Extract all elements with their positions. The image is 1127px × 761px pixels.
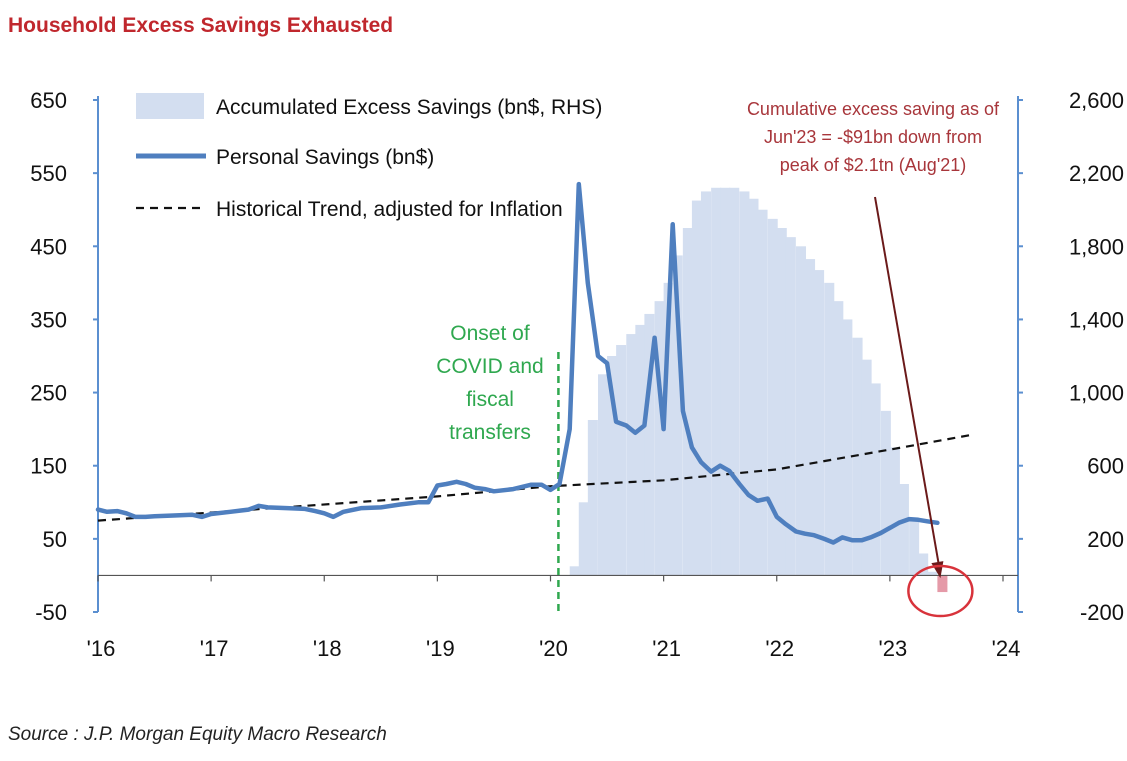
y-right-tick-label: -200: [1080, 600, 1124, 625]
y-left-tick-label: 650: [30, 88, 67, 113]
y-right-tick-label: 1,400: [1069, 307, 1124, 332]
excess-savings-bar: [748, 198, 759, 576]
excess-savings-bar: [663, 282, 674, 576]
excess-savings-bar: [805, 259, 816, 576]
x-tick-label: '23: [879, 636, 908, 661]
excess-savings-bar: [842, 319, 853, 576]
excess-savings-bar: [814, 270, 825, 576]
excess-savings-bar: [918, 553, 929, 576]
excess-savings-bar: [898, 484, 909, 576]
excess-savings-bar: [927, 571, 938, 576]
excess-savings-bar: [607, 356, 618, 576]
excess-saving-annotation-line: Cumulative excess saving as of: [747, 99, 1000, 119]
legend-label-excess-savings: Accumulated Excess Savings (bn$, RHS): [216, 96, 602, 119]
y-left-tick-label: 450: [30, 234, 67, 259]
x-tick-label: '19: [426, 636, 455, 661]
x-tick-label: '22: [765, 636, 794, 661]
excess-savings-bar: [729, 187, 740, 576]
historical-trend-line: [97, 433, 975, 522]
annotation-arrow-line: [874, 196, 941, 569]
excess-savings-bar: [757, 209, 768, 576]
y-right-tick-label: 1,000: [1069, 381, 1124, 406]
y-right-tick-label: 200: [1087, 527, 1124, 552]
excess-saving-annotation-line: Jun'23 = -$91bn down from: [764, 127, 982, 147]
y-right-tick-label: 2,600: [1069, 88, 1124, 113]
x-tick-label: '20: [539, 636, 568, 661]
covid-annotation-line: COVID and: [436, 355, 543, 378]
excess-savings-bar: [861, 359, 872, 576]
legend-label-trend: Historical Trend, adjusted for Inflation: [216, 198, 563, 221]
excess-savings-bar: [700, 191, 711, 576]
highlight-circle: [907, 564, 974, 618]
excess-savings-bar: [644, 313, 655, 576]
legend: Accumulated Excess Savings (bn$, RHS) Per…: [136, 93, 602, 221]
excess-savings-bar: [824, 282, 835, 576]
excess-savings-bar: [569, 566, 580, 576]
excess-savings-bar: [578, 502, 589, 576]
y-right-tick-label: 600: [1087, 454, 1124, 479]
excess-savings-area-group: [569, 187, 948, 593]
excess-savings-bar: [889, 447, 900, 576]
excess-savings-bar: [739, 191, 750, 576]
covid-annotation-line: Onset of: [450, 322, 530, 345]
excess-savings-bar: [654, 301, 665, 576]
y-right-tick-label: 1,800: [1069, 234, 1124, 259]
excess-saving-annotation-line: peak of $2.1tn (Aug'21): [780, 155, 967, 175]
excess-savings-negative-bar: [937, 575, 948, 593]
chart-title: Household Excess Savings Exhausted: [8, 14, 394, 37]
excess-savings-bar: [785, 237, 796, 576]
covid-annotation-line: fiscal: [466, 388, 514, 411]
excess-savings-bar: [587, 420, 598, 576]
y-left-tick-label: 50: [43, 527, 67, 552]
axes-group: 650 550 450 350 250 150 50 -50 2,600 2,200 1,800 1,…: [30, 88, 1124, 661]
legend-label-personal-savings: Personal Savings (bn$): [216, 146, 434, 169]
excess-savings-bar: [909, 520, 920, 576]
y-left-tick-label: 350: [30, 307, 67, 332]
personal-savings-group: [95, 181, 940, 545]
annotation-group: Cumulative excess saving as of Jun'23 = -…: [747, 99, 1000, 618]
excess-savings-bar: [852, 337, 863, 576]
y-left-tick-label: -50: [35, 600, 67, 625]
y-right-tick-label: 2,200: [1069, 161, 1124, 186]
y-left-tick-label: 150: [30, 454, 67, 479]
excess-savings-bar: [870, 383, 881, 576]
x-tick-label: '24: [992, 636, 1021, 661]
excess-savings-bar: [767, 218, 778, 576]
excess-savings-bar: [711, 187, 722, 576]
excess-savings-bar: [635, 324, 646, 576]
excess-savings-bar: [626, 334, 637, 576]
personal-savings-line: [95, 181, 940, 545]
excess-savings-bar: [672, 255, 683, 576]
x-tick-label: '18: [313, 636, 342, 661]
trend-line-group: [97, 433, 975, 522]
legend-swatch-excess-savings: [136, 93, 204, 119]
excess-savings-bar: [598, 374, 609, 576]
excess-savings-bar: [691, 200, 702, 576]
y-left-tick-label: 550: [30, 161, 67, 186]
x-tick-label: '21: [652, 636, 681, 661]
excess-savings-bar: [682, 228, 693, 576]
chart-source: Source : J.P. Morgan Equity Macro Resear…: [8, 724, 387, 745]
excess-savings-bar: [833, 301, 844, 576]
y-left-tick-label: 250: [30, 381, 67, 406]
excess-savings-bar: [880, 410, 891, 576]
covid-annotation-line: transfers: [449, 421, 531, 444]
excess-savings-bar: [776, 228, 787, 576]
covid-marker-group: Onset of COVID and fiscal transfers: [436, 322, 560, 616]
excess-savings-bar: [720, 187, 731, 576]
excess-savings-bar: [616, 345, 627, 576]
x-tick-label: '16: [87, 636, 116, 661]
x-tick-label: '17: [200, 636, 229, 661]
excess-savings-bar: [795, 246, 807, 576]
